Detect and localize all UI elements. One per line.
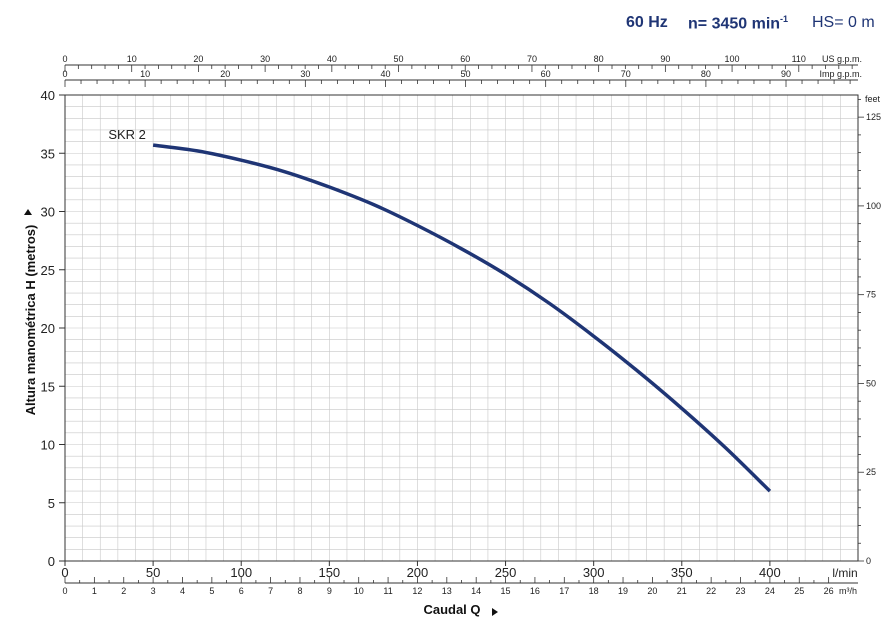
m3h-tick-label: 3 <box>151 586 156 596</box>
imp-gpm-tick-label: 70 <box>621 69 631 79</box>
header-suction-height: HS= 0 m <box>812 14 875 31</box>
y-tick-label: 20 <box>41 321 55 336</box>
m3h-tick-label: 17 <box>559 586 569 596</box>
m3h-tick-label: 4 <box>180 586 185 596</box>
us-gpm-tick-label: 30 <box>260 54 270 64</box>
y-axis-label: Altura manométrica H (metros) <box>23 225 38 416</box>
y-tick-label: 5 <box>48 496 55 511</box>
y-tick-label: 0 <box>48 554 55 569</box>
y-tick-label: 25 <box>41 263 55 278</box>
x-tick-label: 0 <box>61 565 68 580</box>
y-tick-label: 30 <box>41 205 55 220</box>
imp-gpm-tick-label: 80 <box>701 69 711 79</box>
m3h-tick-label: 2 <box>121 586 126 596</box>
m3h-tick-label: 16 <box>530 586 540 596</box>
series-curve-skr-2 <box>152 143 772 493</box>
imp-gpm-tick-label: 30 <box>300 69 310 79</box>
imp-gpm-tick-label: 90 <box>781 69 791 79</box>
x-axis-label: Caudal Q <box>423 602 480 617</box>
us-gpm-tick-label: 80 <box>594 54 604 64</box>
m3h-tick-label: 18 <box>589 586 599 596</box>
m3h-tick-label: 5 <box>209 586 214 596</box>
imp-gpm-tick-label: 0 <box>62 69 67 79</box>
y-tick-label: 10 <box>41 438 55 453</box>
feet-tick-label: 50 <box>866 378 876 388</box>
m3h-tick-label: 9 <box>327 586 332 596</box>
m3h-tick-label: 14 <box>471 586 481 596</box>
m3h-tick-label: 24 <box>765 586 775 596</box>
x-tick-label: 150 <box>318 565 340 580</box>
y-tick-label: 35 <box>41 146 55 161</box>
x-tick-label: 350 <box>671 565 693 580</box>
x-tick-label: 100 <box>230 565 252 580</box>
x-tick-label: 400 <box>759 565 781 580</box>
imp-gpm-tick-label: 40 <box>380 69 390 79</box>
imp-gpm-unit-label: Imp g.p.m. <box>819 69 862 79</box>
m3h-tick-label: 8 <box>297 586 302 596</box>
m3h-tick-label: 22 <box>706 586 716 596</box>
us-gpm-tick-label: 0 <box>62 54 67 64</box>
us-gpm-tick-label: 60 <box>460 54 470 64</box>
us-gpm-tick-label: 100 <box>725 54 740 64</box>
m3h-unit-label: m³/h <box>839 586 857 596</box>
us-gpm-tick-label: 10 <box>127 54 137 64</box>
x-tick-label: 50 <box>146 565 160 580</box>
m3h-tick-label: 1 <box>92 586 97 596</box>
us-gpm-tick-label: 90 <box>660 54 670 64</box>
y-axis-arrow <box>24 209 32 215</box>
x-tick-label: 200 <box>407 565 429 580</box>
feet-tick-label: 25 <box>866 467 876 477</box>
x-tick-label: 300 <box>583 565 605 580</box>
feet-tick-label: 0 <box>866 556 871 566</box>
us-gpm-unit-label: US g.p.m. <box>822 54 862 64</box>
m3h-tick-label: 0 <box>62 586 67 596</box>
m3h-tick-label: 7 <box>268 586 273 596</box>
y-tick-label: 40 <box>41 88 55 103</box>
header-frequency: 60 Hz <box>626 14 668 31</box>
m3h-tick-label: 11 <box>383 586 392 596</box>
m3h-tick-label: 10 <box>354 586 364 596</box>
m3h-tick-label: 6 <box>239 586 244 596</box>
header-speed: n= 3450 min-1 <box>688 14 789 33</box>
us-gpm-tick-label: 20 <box>193 54 203 64</box>
m3h-tick-label: 15 <box>501 586 511 596</box>
y-tick-label: 15 <box>41 379 55 394</box>
m3h-tick-label: 25 <box>794 586 804 596</box>
m3h-tick-label: 21 <box>677 586 687 596</box>
imp-gpm-tick-label: 60 <box>541 69 551 79</box>
imp-gpm-tick-label: 10 <box>140 69 150 79</box>
feet-unit-label: feet <box>865 94 881 104</box>
x-tick-label: 250 <box>495 565 517 580</box>
us-gpm-tick-label: 110 <box>792 54 806 64</box>
series-label-skr-2: SKR 2 <box>108 127 146 142</box>
feet-tick-label: 125 <box>866 112 881 122</box>
x-unit-label: l/min <box>832 566 857 580</box>
x-axis-arrow <box>492 608 498 616</box>
m3h-tick-label: 26 <box>824 586 834 596</box>
imp-gpm-tick-label: 50 <box>461 69 471 79</box>
m3h-tick-label: 13 <box>442 586 452 596</box>
feet-tick-label: 75 <box>866 290 876 300</box>
m3h-tick-label: 12 <box>412 586 422 596</box>
m3h-tick-label: 23 <box>736 586 746 596</box>
m3h-tick-label: 19 <box>618 586 628 596</box>
us-gpm-tick-label: 70 <box>527 54 537 64</box>
us-gpm-tick-label: 50 <box>394 54 404 64</box>
m3h-tick-label: 20 <box>647 586 657 596</box>
us-gpm-tick-label: 40 <box>327 54 337 64</box>
imp-gpm-tick-label: 20 <box>220 69 230 79</box>
feet-tick-label: 100 <box>866 201 881 211</box>
